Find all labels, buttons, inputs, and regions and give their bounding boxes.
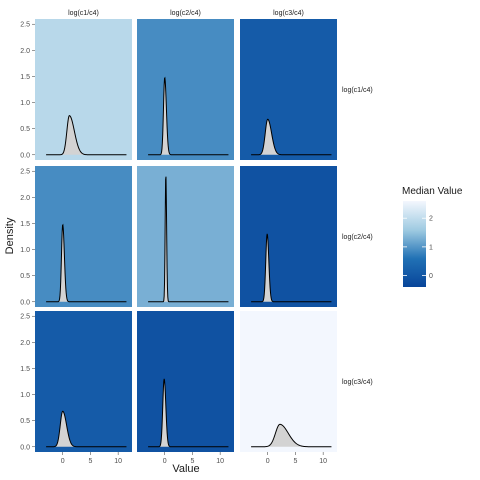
y-tick-label: 0.5 (20, 126, 30, 133)
density-area (251, 233, 332, 302)
x-tick-label: 5 (293, 458, 297, 465)
legend-tick-label: 2 (429, 216, 433, 223)
panel-background (35, 19, 132, 160)
density-line (46, 223, 127, 303)
legend-ticks: 2 1 0 (403, 216, 433, 280)
x-tick-label: 0 (266, 458, 270, 465)
y-tick-label: 2.5 (20, 22, 30, 29)
facet-panel (240, 311, 337, 452)
legend: Median Value 2 1 0 (402, 186, 463, 287)
density-area (148, 378, 229, 447)
legend-tick-label: 1 (429, 244, 433, 251)
panel-background (35, 166, 132, 307)
y-tick-label: 2.5 (20, 169, 30, 176)
facet-panel (137, 166, 234, 307)
row-strip-label: log(c3/c4) (342, 379, 373, 386)
facet-strips: log(c1/c4) log(c2/c4) log(c3/c4) log(c1/c4)… (68, 10, 373, 386)
column-strip-label: log(c2/c4) (170, 10, 201, 17)
y-axis-title: Density (4, 217, 16, 254)
panel-background (240, 311, 337, 452)
panel-background (240, 166, 337, 307)
y-tick-label: 2.0 (20, 340, 30, 347)
column-strip-label: log(c3/c4) (273, 10, 304, 17)
column-strip-label: log(c1/c4) (68, 10, 99, 17)
x-tick-label: 10 (216, 458, 224, 465)
y-tick-label: 2.0 (20, 48, 30, 55)
density-line (251, 233, 332, 303)
y-tick-label: 0.0 (20, 152, 30, 159)
y-tick-label: 0.5 (20, 273, 30, 280)
y-tick-label: 1.0 (20, 100, 30, 107)
density-area (46, 115, 127, 155)
density-line (46, 115, 127, 156)
density-line (148, 176, 229, 303)
y-tick-label: 0.5 (20, 418, 30, 425)
density-line (251, 423, 332, 448)
panel-background (137, 166, 234, 307)
density-area (46, 411, 127, 447)
density-line (148, 378, 229, 448)
density-line (46, 410, 127, 448)
y-tick-label: 1.5 (20, 74, 30, 81)
density-line (148, 76, 229, 156)
facet-panel (137, 311, 234, 452)
y-tick-label: 2.0 (20, 195, 30, 202)
panel-background (240, 19, 337, 160)
axes: 0.0 0.5 1.0 1.5 2.0 2.5 0.0 0.5 1.0 1.5 2.0 2.5 0.0 0… (20, 22, 327, 465)
x-axis-title: Value (172, 463, 199, 475)
density-line (251, 118, 332, 156)
density-area (251, 424, 332, 447)
y-tick-label: 2.5 (20, 314, 30, 321)
y-tick-label: 0.0 (20, 444, 30, 451)
facet-panel (35, 311, 132, 452)
row-strip-label: log(c1/c4) (342, 87, 373, 94)
x-tick-label: 10 (319, 458, 327, 465)
y-tick-label: 1.5 (20, 221, 30, 228)
row-strip-label: log(c2/c4) (342, 234, 373, 241)
panel-background (137, 311, 234, 452)
density-area (148, 77, 229, 155)
panel-background (137, 19, 234, 160)
legend-title: Median Value (402, 186, 463, 197)
facet-panel (35, 166, 132, 307)
x-tick-label: 5 (88, 458, 92, 465)
x-tick-label: 0 (163, 458, 167, 465)
x-tick-label: 0 (61, 458, 65, 465)
facet-panel (35, 19, 132, 160)
y-tick-label: 1.0 (20, 247, 30, 254)
facet-panel (137, 19, 234, 160)
panel-background (35, 311, 132, 452)
x-tick-label: 5 (190, 458, 194, 465)
facet-panel (240, 166, 337, 307)
legend-tick-label: 0 (429, 273, 433, 280)
y-tick-label: 1.0 (20, 392, 30, 399)
density-area (46, 224, 127, 302)
y-tick-label: 0.0 (20, 299, 30, 306)
x-tick-label: 10 (114, 458, 122, 465)
y-tick-label: 1.5 (20, 366, 30, 373)
facet-panels (35, 19, 337, 452)
legend-colorbar (403, 201, 426, 287)
facet-panel (240, 19, 337, 160)
density-area (251, 119, 332, 155)
